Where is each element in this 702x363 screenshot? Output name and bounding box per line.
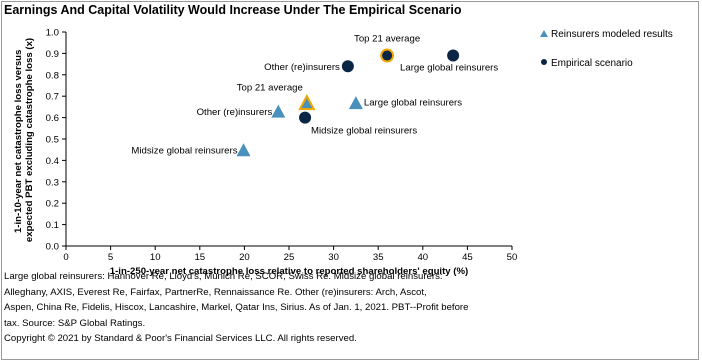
y-tick-label: 0.4 xyxy=(46,156,60,167)
point-label: Midsize global reinsurers xyxy=(311,126,417,137)
legend-label: Reinsurers modeled results xyxy=(551,29,673,40)
y-tick-label: 0.6 xyxy=(46,113,59,124)
x-tick-label: 15 xyxy=(194,252,205,263)
footnote-line: Large global reinsurers: Hannover Re, Ll… xyxy=(4,271,443,282)
y-axis-label-line-2: expected PBT excluding catastrophe loss … xyxy=(24,38,35,242)
x-tick-label: 20 xyxy=(239,252,250,263)
point-label: Large global reinsurers xyxy=(364,98,462,109)
footnote-line: tax. Source: S&P Global Ratings. xyxy=(4,317,146,329)
point-label: Other (re)insurers xyxy=(264,62,340,73)
x-tick-label: 10 xyxy=(150,252,161,263)
x-tick-label: 50 xyxy=(507,252,518,263)
y-tick-label: 0.1 xyxy=(46,220,59,231)
footnote-line: Aspen, China Re, Fidelis, Hiscox, Lancas… xyxy=(4,302,469,314)
triangle-marker xyxy=(271,104,286,118)
footnote-line: Alleghany, AXIS, Everest Re, Fairfax, Pa… xyxy=(4,286,427,298)
point-labels: Midsize global reinsurers Other (re)insur… xyxy=(131,34,498,157)
data-marks xyxy=(236,48,460,157)
footnotes: Large global reinsurers: Hannover Re, Ll… xyxy=(4,269,514,347)
y-tick-label: 0.2 xyxy=(46,199,59,210)
x-tick-label: 25 xyxy=(284,252,295,263)
y-tick-label: 0.9 xyxy=(46,49,59,60)
y-axis-label: 1-in-10-year net catastrophe loss versus… xyxy=(13,38,35,242)
legend-item-reinsurers-modeled-results: Reinsurers modeled results xyxy=(540,29,673,40)
point-label: Top 21 average xyxy=(354,34,420,45)
x-axis-label: 1-in-250-year net catastrophe loss relat… xyxy=(110,266,468,277)
legend-triangle-marker xyxy=(540,30,548,37)
triangle-marker xyxy=(348,96,363,110)
legend-label: Empirical scenario xyxy=(551,58,633,69)
point-label: Midsize global reinsurers xyxy=(131,146,237,157)
legend-item-empirical-scenario: Empirical scenario xyxy=(541,58,633,69)
x-tick-label: 45 xyxy=(462,252,473,263)
legend: Reinsurers modeled results Empirical sce… xyxy=(540,29,673,69)
x-tick-label: 35 xyxy=(373,252,384,263)
x-axis-ticks: 0 5 10 15 20 25 30 35 40 45 50 xyxy=(63,246,517,263)
y-tick-label: 0.8 xyxy=(46,70,59,81)
point-label: Large global reinsurers xyxy=(400,63,498,74)
chart-title: Earnings And Capital Volatility Would In… xyxy=(4,3,462,17)
x-tick-label: 30 xyxy=(328,252,339,263)
x-tick-label: 5 xyxy=(108,252,113,263)
point-label: Top 21 average xyxy=(237,83,303,94)
circle-marker xyxy=(380,48,395,63)
y-axis-label-line-1: 1-in-10-year net catastrophe loss versus xyxy=(13,50,24,233)
x-tick-label: 0 xyxy=(63,252,68,263)
triangle-marker xyxy=(236,143,251,157)
circle-marker xyxy=(341,60,354,73)
point-label: Other (re)insurers xyxy=(197,107,273,118)
legend-circle-marker xyxy=(541,59,547,65)
y-tick-label: 0.3 xyxy=(46,177,59,188)
circle-marker xyxy=(447,49,460,62)
y-tick-label: 0.0 xyxy=(46,242,59,253)
y-tick-label: 0.7 xyxy=(46,92,59,103)
triangle-marker xyxy=(298,94,316,111)
y-tick-label: 0.5 xyxy=(46,135,59,146)
y-tick-label: 1.0 xyxy=(46,28,59,39)
circle-marker xyxy=(299,111,312,124)
y-axis-ticks: 0.0 0.1 0.2 0.3 0.4 0.5 0.6 0.7 0.8 0.9 1.0 xyxy=(46,28,66,253)
footnote-line: Copyright © 2021 by Standard & Poor's Fi… xyxy=(4,333,357,345)
x-tick-label: 40 xyxy=(417,252,428,263)
